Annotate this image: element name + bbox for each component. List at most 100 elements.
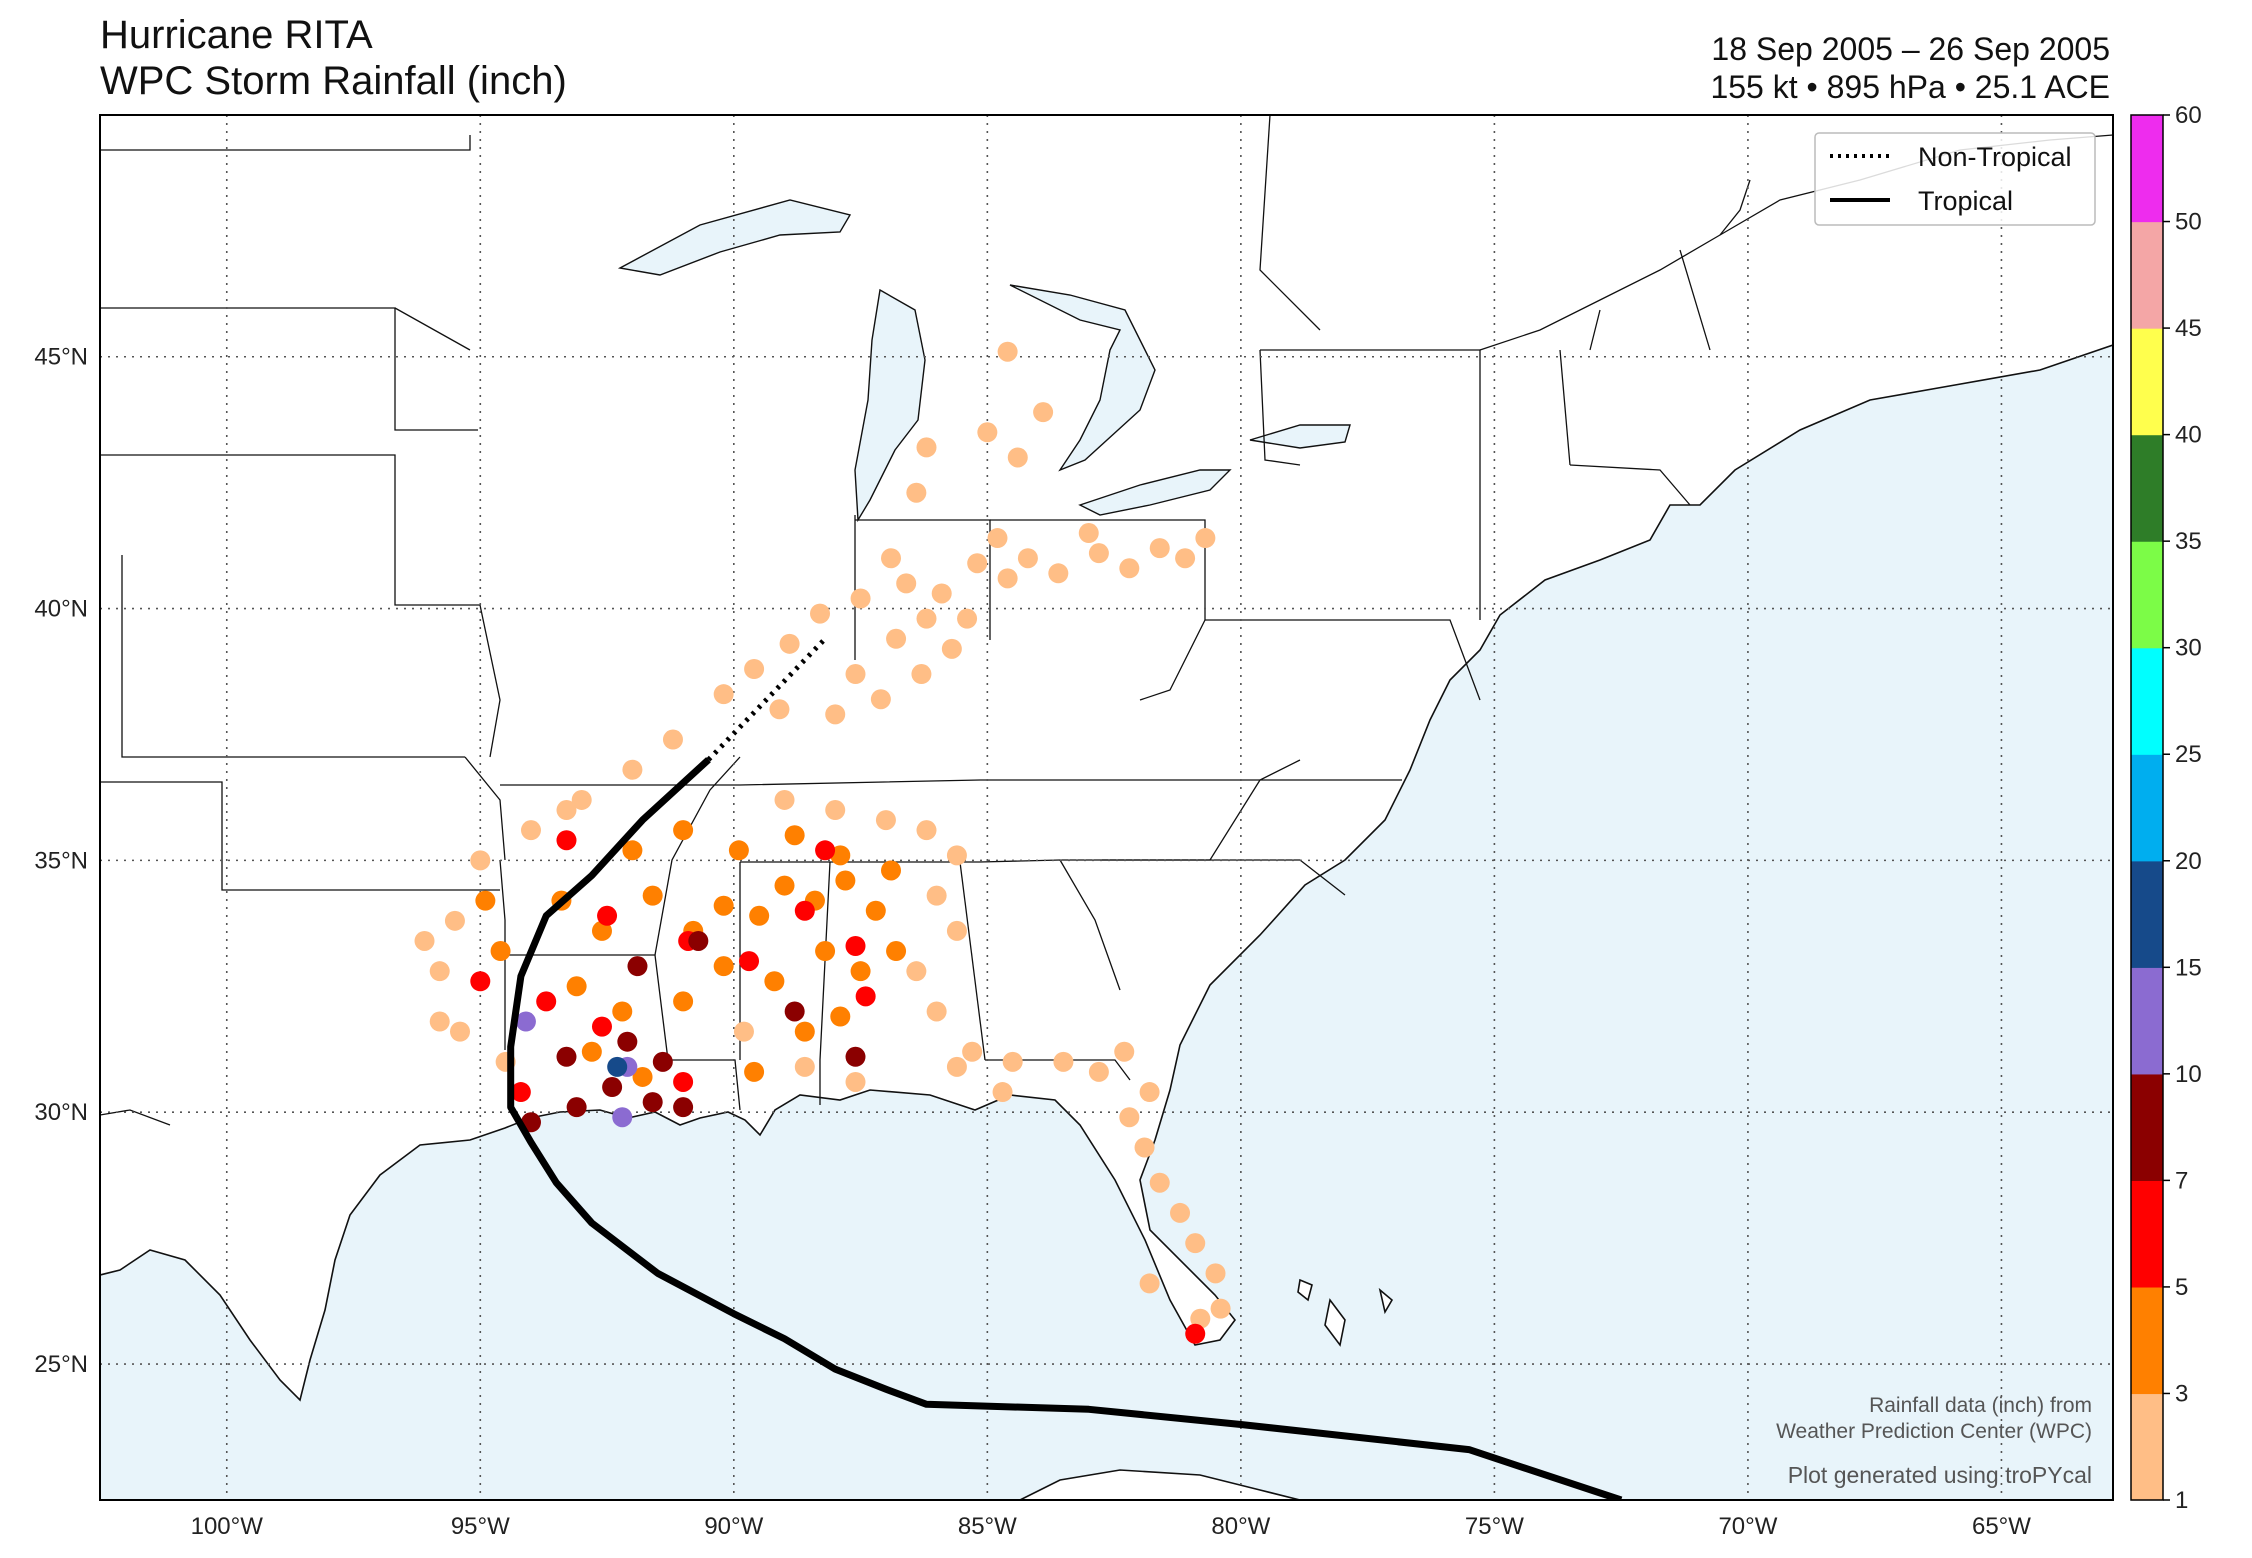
map-area [100,115,2113,1500]
rainfall-point [739,951,760,972]
colorbar-segment [2131,434,2163,542]
colorbar-tick-label: 20 [2175,848,2202,875]
colorbar-tick-label: 45 [2175,315,2202,342]
rainfall-point [830,1006,851,1027]
rainfall-point [957,608,978,629]
rainfall-point [1114,1041,1135,1062]
rainfall-point [855,986,876,1007]
rainfall-point [591,1016,612,1037]
latitude-labels: 45°N 40°N 35°N 30°N 25°N [34,344,88,1378]
rainfall-point [1007,447,1028,468]
land-north-america [100,115,2113,1402]
colorbar-tick-label: 15 [2175,954,2202,981]
rainfall-point [916,437,937,458]
date-range: 18 Sep 2005 – 26 Sep 2005 [1711,31,2110,67]
rainfall-point [444,910,465,931]
rainfall-point [1033,402,1054,423]
rainfall-point [769,699,790,720]
lon-tick-label: 100°W [191,1513,264,1540]
lat-tick-label: 40°N [34,596,88,623]
colorbar-segment [2131,967,2163,1075]
longitude-labels: 100°W 95°W 90°W 85°W 80°W 75°W 70°W 65°W [191,1513,2032,1540]
colorbar-tick-label: 3 [2175,1380,2188,1407]
lon-tick-label: 85°W [958,1513,1017,1540]
credit-line-3: Plot generated using troPYcal [1788,1462,2092,1488]
rainfall-point [941,638,962,659]
rainfall-point [470,971,491,992]
rainfall-point [997,568,1018,589]
colorbar-segment [2131,221,2163,329]
credit-line-1: Rainfall data (inch) from [1869,1394,2092,1417]
rainfall-point [1205,1263,1226,1284]
rainfall-point [881,548,902,569]
rainfall-point [1002,1051,1023,1072]
colorbar-frame [2130,114,2164,1501]
rainfall-point [1149,538,1170,559]
rainfall-point [825,800,846,821]
rainfall-point [977,422,998,443]
rainfall-point [1119,1107,1140,1128]
rainfall-point [794,900,815,921]
rainfall-point [713,895,734,916]
rainfall-point [1048,563,1069,584]
rainfall-point [749,905,770,926]
colorbar-tick-label: 40 [2175,422,2202,449]
rainfall-point [1017,548,1038,569]
lon-tick-label: 75°W [1465,1513,1524,1540]
legend-non-tropical-label: Non-Tropical [1918,142,2072,172]
rainfall-point [825,704,846,725]
rainfall-point [607,1056,628,1077]
rainfall-point [673,820,694,841]
rainfall-point [475,890,496,911]
colorbar-tick-label: 10 [2175,1061,2202,1088]
map-title: Hurricane RITA [100,13,373,57]
map-frame [99,114,2114,1501]
rainfall-point [1195,528,1216,549]
rainfall-point [845,1071,866,1092]
lat-tick-label: 25°N [34,1351,88,1378]
rainfall-point [794,1056,815,1077]
rainfall-point [764,971,785,992]
rainfall-point [916,608,937,629]
rainfall-point [1053,1051,1074,1072]
legend-tropical-label: Tropical [1918,186,2013,216]
rainfall-point [556,830,577,851]
colorbar-segment [2131,754,2163,862]
rainfall-point [987,528,1008,549]
rainfall-point [850,961,871,982]
rainfall-point [992,1082,1013,1103]
rainfall-point [931,583,952,604]
rainfall-point [536,991,557,1012]
rainfall-point [627,956,648,977]
lon-tick-label: 80°W [1211,1513,1270,1540]
rainfall-point [612,1001,633,1022]
rainfall-point [906,961,927,982]
colorbar-segment [2131,1393,2163,1501]
rainfall-point [815,840,836,861]
rainfall-point [916,820,937,841]
lon-tick-label: 95°W [451,1513,510,1540]
lake-superior [617,199,852,276]
rainfall-point [622,759,643,780]
colorbar-segment [2131,1286,2163,1395]
colorbar-tick-label: 25 [2175,741,2202,768]
rainfall-point [450,1021,471,1042]
colorbar-segment [2131,328,2163,436]
lat-tick-label: 45°N [34,344,88,371]
rainfall-point [946,920,967,941]
rainfall-point [962,1041,983,1062]
rainfall-point [1078,523,1099,544]
rainfall-point [617,1031,638,1052]
rainfall-points [414,341,1231,1344]
tropical-track-line [507,757,1623,1500]
rainfall-point [470,850,491,871]
map-subtitle: WPC Storm Rainfall (inch) [100,59,567,103]
lon-tick-label: 65°W [1972,1513,2031,1540]
rainfall-point [744,659,765,679]
rainfall-point [673,991,694,1012]
rainfall-point [1088,543,1109,564]
rainfall-point [510,1082,531,1103]
rainfall-point [1139,1082,1160,1103]
rainfall-point [896,573,917,594]
colorbar-tick-label: 35 [2175,528,2202,555]
